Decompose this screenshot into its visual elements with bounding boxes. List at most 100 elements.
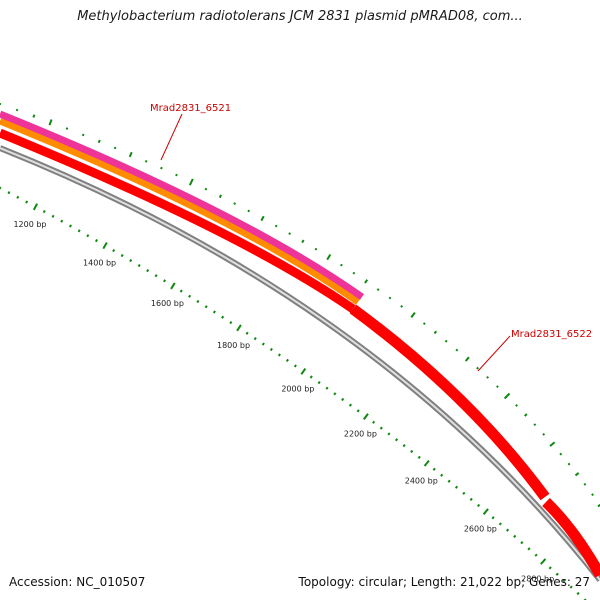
outer-gc-tick	[591, 493, 594, 497]
outer-gc-tick	[524, 413, 528, 417]
outer-gc-tick	[583, 482, 587, 486]
inner-minor-tick	[25, 200, 29, 204]
outer-gc-tick	[376, 288, 380, 292]
map-summary: Topology: circular; Length: 21,022 bp; G…	[298, 575, 590, 589]
outer-gc-tick	[288, 232, 291, 235]
outer-gc-tick	[549, 441, 556, 447]
outer-gc-tick	[574, 472, 580, 477]
backbone-arc-highlight	[0, 147, 600, 581]
inner-minor-tick	[569, 585, 573, 589]
inner-minor-tick	[285, 358, 289, 363]
inner-minor-tick	[513, 534, 517, 538]
scale-tick-label: 2600 bp	[464, 525, 497, 534]
map-title: Methylobacterium radiotolerans JCM 2831 …	[77, 9, 523, 24]
inner-scale-ticks	[0, 186, 587, 600]
inner-minor-tick	[196, 299, 200, 304]
inner-minor-tick	[372, 420, 376, 424]
gene-label-6521: Mrad2831_6521	[150, 103, 231, 114]
inner-minor-tick	[120, 253, 124, 258]
scale-tick-label: 1200 bp	[13, 220, 46, 229]
outer-gc-tick	[65, 127, 69, 130]
outer-gc-tick	[218, 194, 222, 199]
inner-major-tick	[102, 242, 108, 250]
inner-minor-tick	[469, 497, 473, 501]
outer-gc-tick	[160, 166, 163, 170]
inner-minor-tick	[341, 397, 345, 402]
inner-minor-tick	[212, 310, 216, 314]
inner-minor-tick	[261, 342, 265, 346]
outer-gc-tick	[274, 224, 278, 228]
inner-minor-tick	[402, 443, 406, 448]
outer-gc-tick	[144, 159, 148, 163]
outer-gc-tick	[503, 392, 511, 400]
inner-minor-tick	[137, 263, 141, 268]
inner-minor-tick	[454, 485, 459, 489]
inner-minor-tick	[42, 209, 46, 214]
outer-gc-tick	[559, 452, 563, 456]
outer-gc-tick	[400, 305, 404, 308]
inner-minor-tick	[410, 449, 414, 454]
inner-minor-tick	[432, 467, 436, 471]
outer-gc-tick	[340, 263, 343, 267]
outer-gc-tick	[15, 108, 19, 112]
outer-gc-tick	[326, 254, 332, 261]
outer-gc-tick	[464, 356, 470, 362]
outer-gc-tick	[476, 366, 479, 370]
inner-minor-tick	[498, 522, 502, 526]
outer-gc-tick	[175, 173, 178, 177]
inner-minor-tick	[163, 279, 167, 283]
outer-gc-tick	[301, 239, 305, 244]
inner-minor-tick	[462, 491, 466, 495]
gene-label-6522: Mrad2831_6522	[511, 329, 592, 340]
backbone-arc	[0, 145, 600, 582]
outer-gc-tick	[188, 178, 194, 186]
outer-gc-tick	[48, 119, 53, 126]
inner-minor-tick	[129, 258, 133, 263]
inner-minor-tick	[387, 432, 391, 436]
inner-minor-tick	[146, 269, 150, 273]
inner-minor-tick	[60, 219, 64, 223]
scale-tick-label: 1600 bp	[151, 299, 184, 308]
outer-gc-tick	[81, 133, 85, 137]
inner-minor-tick	[325, 386, 329, 390]
scale-tick-label: 2800 bp	[521, 575, 554, 584]
inner-minor-tick	[491, 516, 495, 520]
outer-gc-tick	[97, 139, 101, 144]
outer-gc-tick	[32, 114, 36, 118]
outer-gc-tick	[388, 296, 392, 300]
scale-tick-label: 2400 bp	[405, 476, 438, 485]
inner-major-tick	[540, 558, 547, 565]
gene-mrad2831-6521-arc	[0, 128, 356, 313]
inner-minor-tick	[112, 248, 116, 253]
outer-gc-tick	[567, 462, 571, 466]
inner-major-tick	[363, 413, 369, 420]
inner-minor-tick	[293, 364, 297, 368]
outer-gc-tick	[247, 209, 251, 213]
inner-minor-tick	[51, 214, 55, 218]
inner-minor-tick	[221, 315, 225, 319]
inner-major-tick	[300, 368, 307, 375]
inner-minor-tick	[520, 541, 524, 545]
outer-gc-tick	[314, 247, 318, 251]
orange-feature-track	[0, 117, 361, 305]
inner-minor-tick	[333, 392, 337, 396]
inner-major-tick	[170, 282, 176, 290]
inner-minor-tick	[576, 591, 580, 596]
outer-gc-tick	[496, 385, 499, 389]
inner-minor-tick	[204, 305, 208, 309]
inner-minor-tick	[562, 579, 566, 583]
inner-minor-tick	[348, 403, 352, 407]
outer-gc-tick	[260, 215, 265, 222]
inner-minor-tick	[534, 553, 538, 557]
inner-minor-tick	[277, 353, 281, 357]
inner-minor-tick	[583, 598, 587, 600]
accession-number: Accession: NC_010507	[9, 575, 146, 589]
outer-gc-tick	[204, 187, 208, 191]
outer-gc-tick	[597, 503, 600, 508]
outer-gc-tick	[422, 322, 426, 326]
outer-gc-tick	[515, 404, 518, 407]
outer-gc-tick	[233, 202, 236, 205]
inner-major-tick	[32, 203, 38, 211]
inner-major-tick	[236, 324, 242, 332]
outer-gc-tick	[364, 279, 369, 284]
